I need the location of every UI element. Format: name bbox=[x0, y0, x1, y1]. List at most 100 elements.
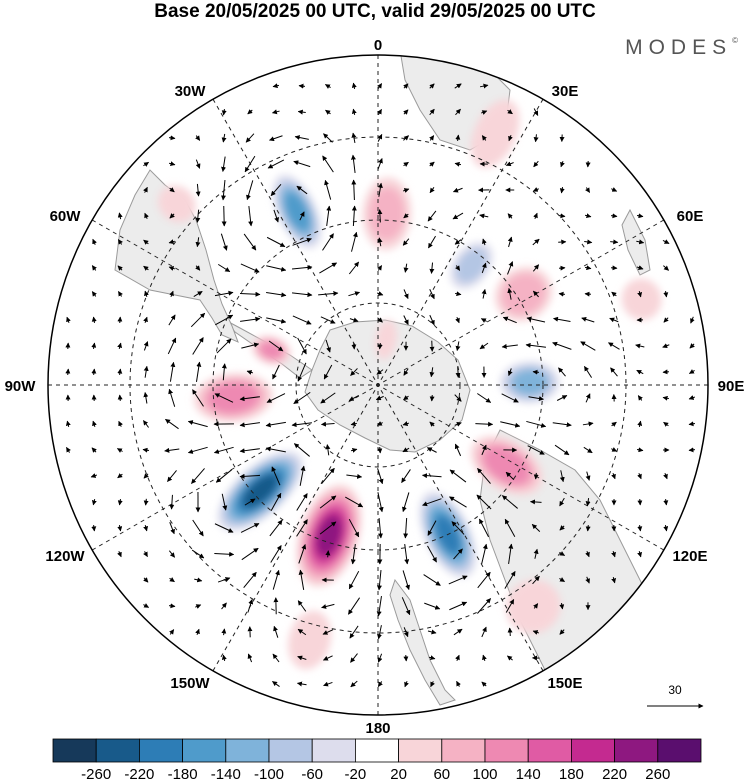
wind-arrow bbox=[324, 179, 332, 200]
wind-arrow bbox=[143, 603, 150, 608]
wind-arrow bbox=[351, 342, 357, 350]
wind-arrow bbox=[500, 421, 521, 428]
wind-arrow bbox=[429, 262, 435, 274]
wind-arrow bbox=[117, 498, 123, 506]
wind-arrow bbox=[531, 524, 541, 532]
wind-arrow bbox=[481, 110, 488, 115]
wind-arrow bbox=[401, 597, 411, 616]
wind-arrow bbox=[403, 109, 409, 115]
wind-arrow bbox=[321, 603, 335, 609]
colorbar-tick-label: 100 bbox=[472, 766, 497, 783]
wind-arrow bbox=[505, 471, 515, 481]
wind-arrow bbox=[321, 467, 335, 485]
wind-arrow bbox=[349, 625, 359, 639]
wind-arrow bbox=[481, 681, 487, 687]
wind-arrow bbox=[265, 446, 286, 453]
colorbar-swatch bbox=[95, 738, 140, 763]
wind-arrow bbox=[298, 569, 305, 590]
wind-arrow bbox=[611, 421, 617, 427]
wind-arrow bbox=[533, 134, 539, 143]
wind-arrow bbox=[403, 517, 409, 539]
colorbar-swatch bbox=[138, 738, 183, 763]
wind-arrow bbox=[501, 343, 518, 349]
wind-arrow bbox=[66, 316, 71, 323]
anomaly-contour bbox=[621, 278, 662, 321]
wind-arrow bbox=[528, 396, 544, 401]
wind-arrow bbox=[319, 521, 337, 535]
wind-arrow bbox=[322, 233, 334, 251]
wind-arrow bbox=[187, 446, 208, 454]
wind-arrow bbox=[377, 653, 383, 663]
wind-arrow bbox=[269, 519, 283, 537]
negative-anomaly bbox=[273, 174, 322, 249]
wind-arrow bbox=[559, 525, 565, 531]
wind-arrow bbox=[167, 337, 177, 355]
lon-label-90e: 90E bbox=[718, 378, 745, 395]
wind-arrow bbox=[533, 290, 539, 298]
anomaly-contour bbox=[288, 610, 332, 670]
wind-arrow bbox=[192, 389, 204, 407]
wind-arrow bbox=[320, 421, 335, 427]
wind-arrow bbox=[581, 316, 595, 323]
wind-arrow bbox=[318, 291, 339, 296]
map-boundary bbox=[47, 54, 709, 716]
wind-arrow bbox=[688, 395, 695, 400]
wind-arrow bbox=[350, 368, 358, 376]
wind-arrow bbox=[609, 317, 619, 323]
wind-arrow bbox=[430, 681, 435, 688]
wind-arrow bbox=[297, 337, 307, 355]
wind-arrow bbox=[636, 213, 644, 219]
wind-arrow bbox=[477, 571, 491, 589]
wind-arrow bbox=[610, 239, 619, 245]
wind-arrow bbox=[454, 239, 462, 245]
wind-arrow bbox=[240, 523, 260, 533]
wind-arrow bbox=[239, 396, 260, 402]
wind-arrow bbox=[507, 261, 514, 275]
wind-arrow bbox=[422, 498, 442, 507]
wind-arrow bbox=[319, 495, 337, 509]
wind-arrow bbox=[248, 206, 254, 227]
wind-arrow bbox=[266, 317, 287, 324]
wind-arrow bbox=[239, 422, 260, 428]
wind-vectors bbox=[65, 82, 696, 688]
wind-arrow bbox=[482, 238, 487, 246]
wind-arrow bbox=[270, 545, 282, 563]
wind-arrow bbox=[273, 625, 279, 638]
anomaly-contour bbox=[259, 341, 283, 360]
anomaly-contour bbox=[158, 185, 196, 223]
wind-arrow bbox=[247, 599, 254, 613]
wind-arrow bbox=[377, 492, 384, 513]
wind-arrow bbox=[350, 653, 358, 663]
wind-arrow bbox=[168, 161, 176, 167]
anomaly-contour bbox=[470, 99, 520, 168]
wind-arrow bbox=[559, 551, 566, 556]
colorbar-tick-label: 20 bbox=[390, 766, 407, 783]
wind-arrow bbox=[501, 495, 518, 509]
wind-arrow bbox=[402, 570, 410, 591]
lon-label-180: 180 bbox=[365, 720, 390, 737]
wind-arrow bbox=[507, 287, 513, 300]
wind-arrow bbox=[421, 473, 442, 479]
wind-arrow bbox=[558, 367, 566, 377]
wind-arrow bbox=[533, 472, 539, 480]
wind-arrow bbox=[611, 576, 617, 584]
wind-arrow bbox=[502, 316, 517, 324]
wind-arrow bbox=[454, 291, 462, 297]
wind-arrow bbox=[377, 83, 383, 89]
wind-arrow bbox=[299, 211, 305, 221]
wind-arrow bbox=[214, 290, 234, 297]
wind-arrow bbox=[216, 338, 232, 354]
wind-arrow bbox=[167, 470, 177, 482]
colorbar-tick-label: -60 bbox=[301, 766, 323, 783]
wind-arrow bbox=[584, 265, 592, 271]
wind-arrow bbox=[351, 179, 357, 201]
wind-arrow bbox=[611, 187, 618, 192]
colorbar-swatch bbox=[527, 738, 572, 763]
wind-arrow bbox=[350, 421, 358, 427]
wind-arrow bbox=[348, 291, 361, 297]
wind-arrow bbox=[91, 316, 97, 324]
colorbar-tick-label: -140 bbox=[211, 766, 241, 783]
wind-arrow bbox=[267, 159, 285, 169]
wind-arrow bbox=[663, 524, 669, 532]
wind-arrow bbox=[662, 343, 670, 348]
